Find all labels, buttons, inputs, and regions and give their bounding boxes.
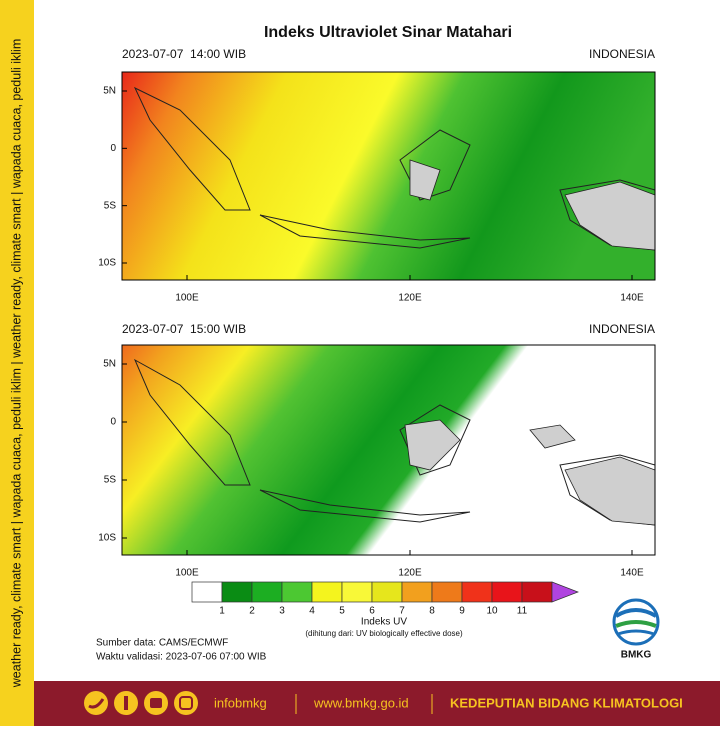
sidebar-text: weather ready, climate smart | wapada cu… [9,39,23,688]
unit-name: KEDEPUTIAN BIDANG KLIMATOLOGI [450,695,683,710]
colorbar-extension [551,581,579,603]
coastline [133,358,656,526]
y-tick-label: 10S [98,533,116,544]
colorbar-tick-label: 9 [459,606,465,617]
y-tick-label: 5N [103,86,116,97]
colorbar-tick-label: 1 [219,606,225,617]
region-label: INDONESIA [589,322,655,336]
title: Indeks Ultraviolet Sinar Matahari [264,24,512,41]
colorbar-tick-label: 7 [399,606,405,617]
map-2 [121,344,656,556]
y-tick-label: 0 [110,417,116,428]
map-1 [121,71,656,281]
y-tick-label: 0 [110,143,116,154]
x-tick-label: 140E [620,293,644,304]
twitter-icon[interactable] [84,691,108,715]
logo-text: BMKG [621,650,652,661]
coastline [133,86,656,251]
social-handle[interactable]: infobmkg [214,695,267,710]
colorbar-box [521,581,553,603]
map-frame [121,344,656,556]
colorbar-tick-label: 2 [249,606,255,617]
colorbar-box [311,581,343,603]
x-tick-label: 120E [398,293,422,304]
bmkg-logo: BMKG [612,598,660,661]
colorbar-box [281,581,313,603]
timestamp: 2023-07-07 14:00 WIB [122,47,246,61]
colorbar-box [431,581,463,603]
uv-field [122,72,655,280]
validity: Waktu validasi: 2023-07-06 07:00 WIB [96,652,267,663]
instagram-icon[interactable] [174,691,198,715]
colorbar-box [491,581,523,603]
colorbar-box [191,581,223,603]
colorbar-box [371,581,403,603]
colorbar-tick-label: 5 [339,606,345,617]
x-tick-label: 100E [175,293,199,304]
colorbar-tick-label: 3 [279,606,285,617]
x-tick-label: 100E [175,568,199,579]
y-tick-label: 5S [104,475,117,486]
colorbar-box [221,581,253,603]
sidebar [0,0,34,726]
colorbar-box [461,581,493,603]
uv-field [122,345,655,555]
social-icons [84,691,198,715]
colorbar-label: Indeks UV [361,617,407,628]
map-frame [121,71,656,281]
y-tick-label: 5N [103,359,116,370]
colorbar-tick-label: 10 [486,606,498,617]
colorbar-note: (dihitung dari: UV biologically effectiv… [305,629,463,638]
colorbar-box [341,581,373,603]
timestamp: 2023-07-07 15:00 WIB [122,322,246,336]
colorbar-box [251,581,283,603]
colorbar-tick-label: 8 [429,606,435,617]
colorbar-tick-label: 4 [309,606,315,617]
colorbar: 1 2 3 4 5 6 7 8 9 10 11 [191,581,579,617]
y-tick-label: 5S [104,200,117,211]
region-label: INDONESIA [589,47,655,61]
y-tick-label: 10S [98,258,116,269]
x-tick-label: 140E [620,568,644,579]
colorbar-box [401,581,433,603]
colorbar-tick-label: 6 [369,606,375,617]
x-tick-label: 120E [398,568,422,579]
website[interactable]: www.bmkg.go.id [313,695,409,710]
source: Sumber data: CAMS/ECMWF [96,638,228,649]
colorbar-tick-label: 11 [517,606,528,617]
